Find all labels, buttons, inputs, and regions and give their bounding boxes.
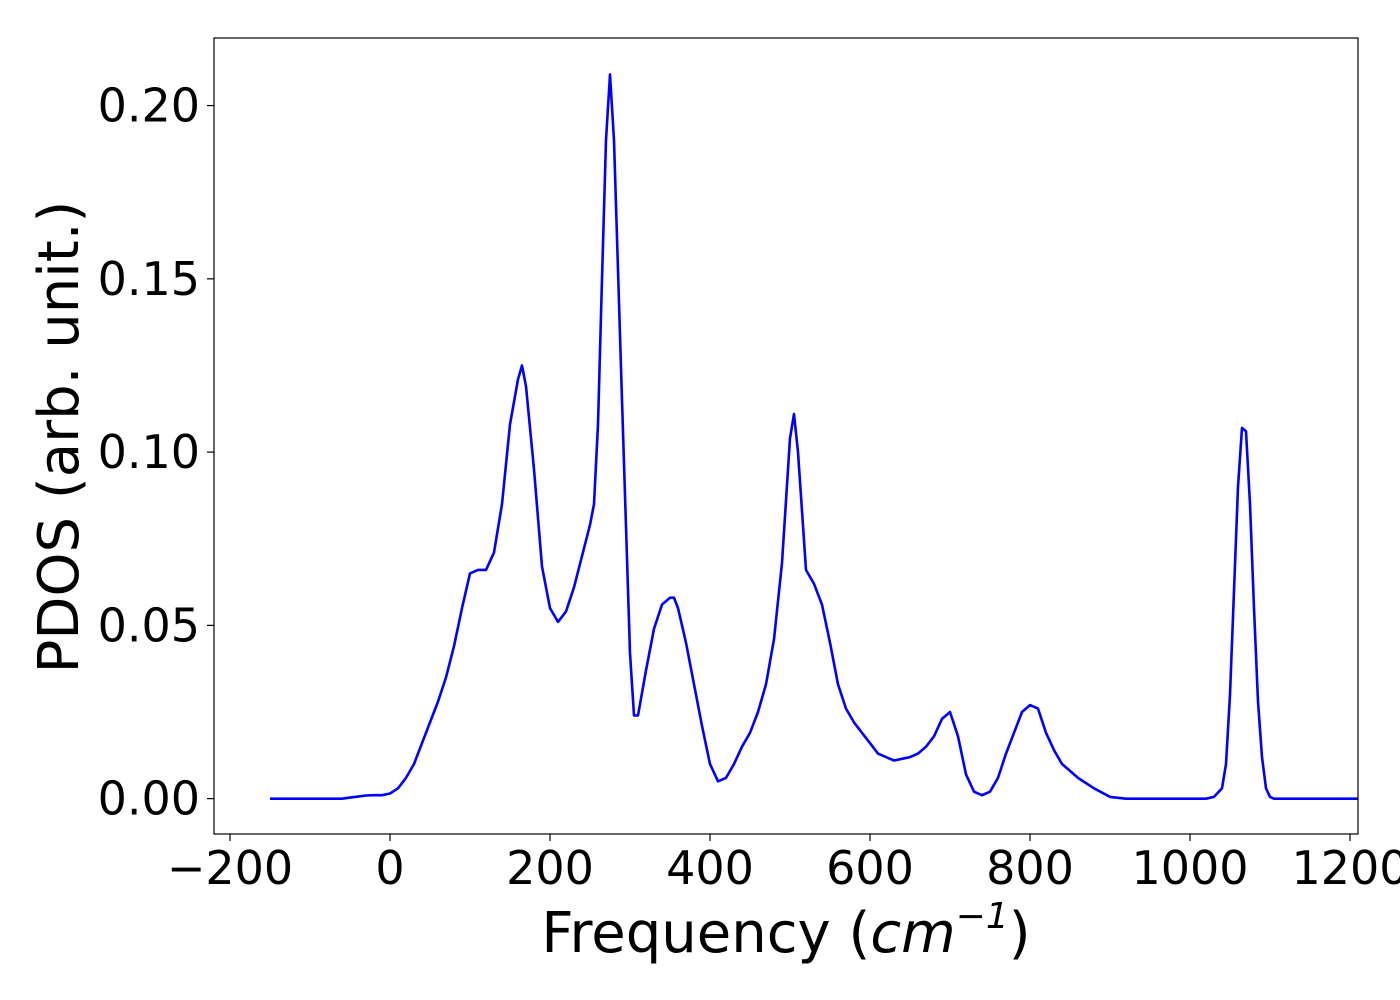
y-tick-label: 0.10	[98, 425, 200, 479]
series-line-0	[270, 73, 1358, 800]
y-axis-label: PDOS (arb. unit.)	[27, 201, 92, 674]
x-axis-label-exponent: −1	[956, 896, 1009, 937]
x-tick-label: 1200	[1291, 841, 1400, 895]
plot-layer	[270, 73, 1358, 800]
axes-layer: −200 0 200 400 600 800 1000 1200 0.00 0.05 0.10 0.1…	[98, 37, 1400, 895]
x-tick-label: 400	[666, 841, 754, 895]
x-tick-label: −200	[167, 841, 293, 895]
y-tick-label: 0.20	[98, 79, 200, 133]
y-tick-label: 0.05	[98, 598, 200, 652]
plot-frame	[213, 37, 1359, 835]
x-tick-label: 800	[986, 841, 1074, 895]
x-tick-label: 200	[506, 841, 594, 895]
x-tick-label: 0	[375, 841, 404, 895]
y-tick-label: 0.00	[98, 772, 200, 826]
x-axis-label-prefix: Frequency (	[541, 901, 870, 966]
x-tick-label: 600	[826, 841, 914, 895]
x-tick-label: 1000	[1131, 841, 1248, 895]
y-tick-label: 0.15	[98, 252, 200, 306]
x-axis-label-unit: cm	[870, 901, 955, 966]
x-axis-label: Frequency (cm−1)	[541, 896, 1030, 966]
x-axis-label-suffix: )	[1009, 901, 1031, 966]
